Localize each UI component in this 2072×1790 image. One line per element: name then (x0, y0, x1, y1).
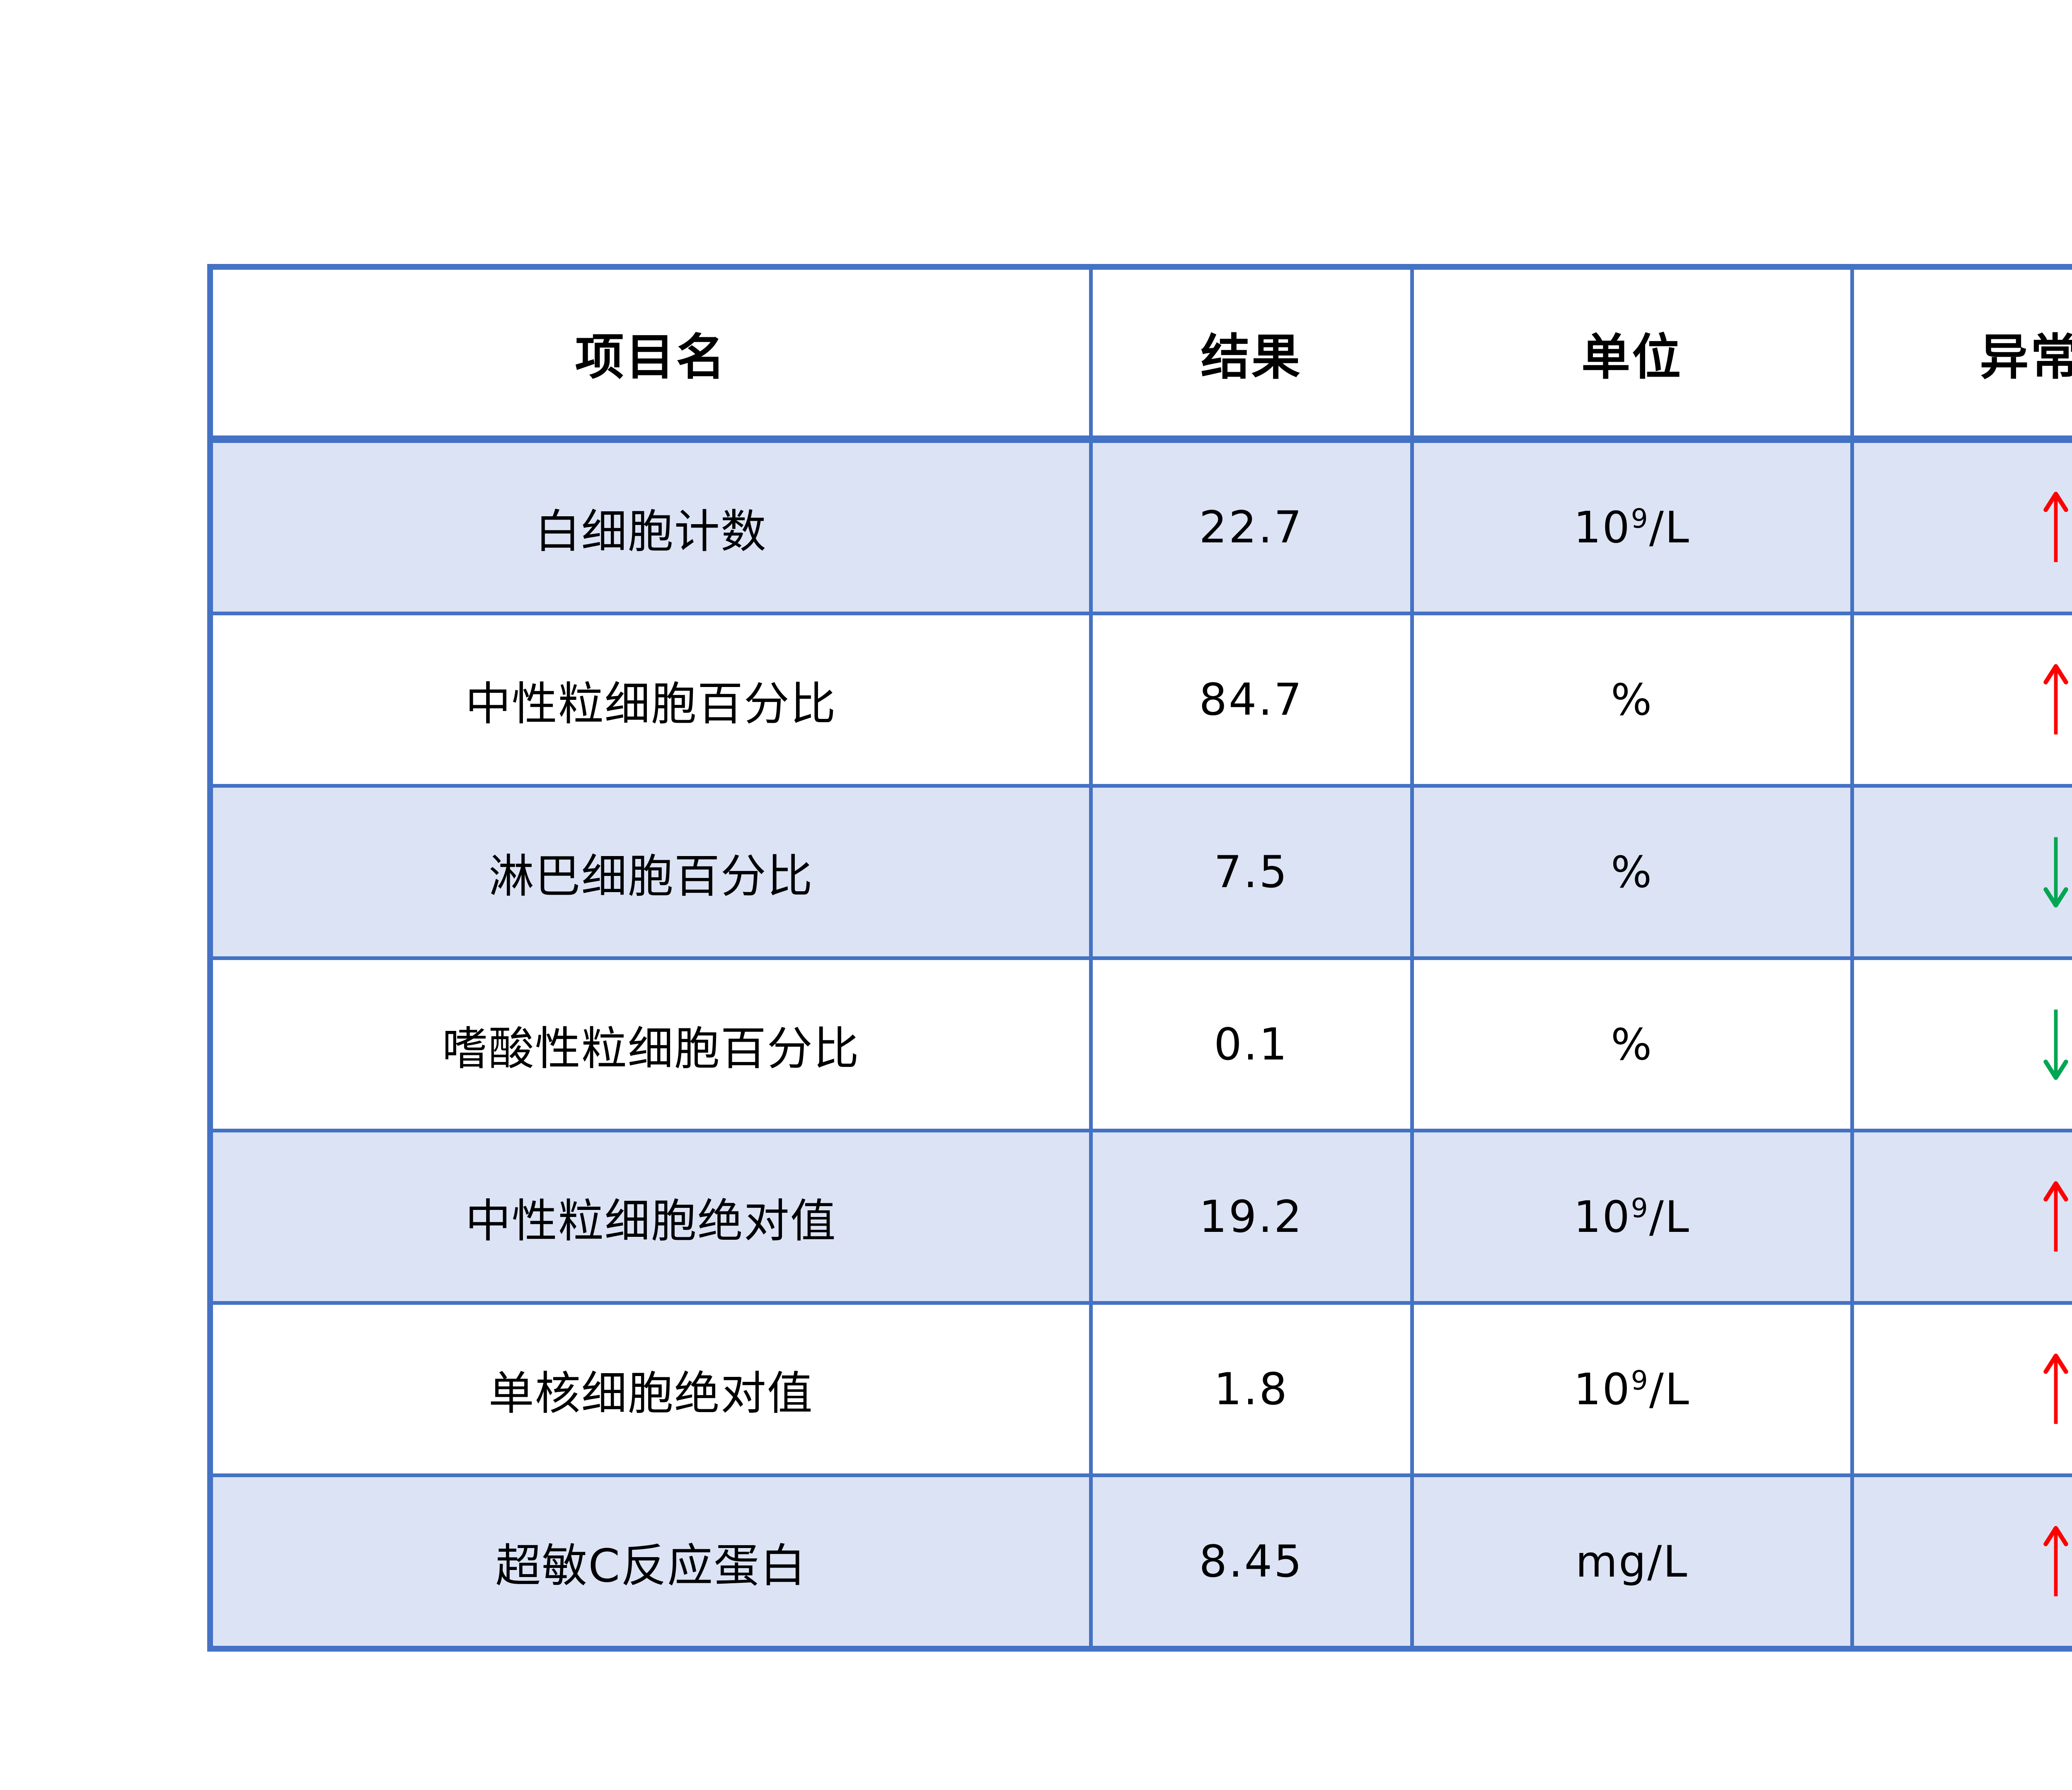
flag-wrapper (1854, 1525, 2072, 1598)
cell-abnormal-flag (1850, 1475, 2072, 1652)
cell-item-name: 淋巴细胞百分比 (207, 786, 1093, 960)
header-row: 项目名 结果 单位 异常值 参考范围 (207, 264, 2072, 443)
cell-unit: mg/L (1410, 1475, 1854, 1652)
cell-unit: % (1410, 958, 1854, 1132)
cell-result-value: 0.1 (1089, 958, 1414, 1132)
arrow-up-icon (2043, 1181, 2068, 1252)
flag-wrapper (1854, 1353, 2072, 1425)
lab-results-table: 项目名 结果 单位 异常值 参考范围 白细胞计数22.7109/L3.5-9.5… (207, 264, 2072, 1652)
column-header-result: 结果 (1089, 264, 1414, 443)
cell-item-name: 白细胞计数 (207, 439, 1093, 615)
flag-wrapper (1854, 1008, 2072, 1081)
cell-abnormal-flag (1850, 1130, 2072, 1305)
table-body: 白细胞计数22.7109/L3.5-9.5中性粒细胞百分比84.7%40.0-7… (207, 439, 2072, 1652)
cell-unit: 109/L (1410, 439, 1854, 615)
cell-unit: % (1410, 613, 1854, 788)
cell-unit: 109/L (1410, 1303, 1854, 1477)
cell-result-value: 7.5 (1089, 786, 1414, 960)
unit-exponent: 9 (1631, 503, 1649, 534)
flag-wrapper (1854, 663, 2072, 736)
cell-abnormal-flag (1850, 439, 2072, 615)
flag-wrapper (1854, 491, 2072, 564)
table-header: 项目名 结果 单位 异常值 参考范围 (207, 264, 2072, 443)
cell-result-value: 8.45 (1089, 1475, 1414, 1652)
cell-result-value: 84.7 (1089, 613, 1414, 788)
cell-unit: % (1410, 786, 1854, 960)
cell-abnormal-flag (1850, 1303, 2072, 1477)
cell-result-value: 1.8 (1089, 1303, 1414, 1477)
cell-item-name: 超敏C反应蛋白 (207, 1475, 1093, 1652)
unit-exponent: 9 (1631, 1192, 1649, 1224)
unit-exponent: 9 (1631, 1364, 1649, 1396)
flag-wrapper (1854, 836, 2072, 908)
column-header-item: 项目名 (207, 264, 1093, 443)
cell-item-name: 中性粒细胞百分比 (207, 613, 1093, 788)
cell-result-value: 19.2 (1089, 1130, 1414, 1305)
column-header-flag: 异常值 (1850, 264, 2072, 443)
lab-results-table-container: 项目名 结果 单位 异常值 参考范围 白细胞计数22.7109/L3.5-9.5… (207, 264, 2072, 1652)
cell-unit: 109/L (1410, 1130, 1854, 1305)
cell-item-name: 单核细胞绝对值 (207, 1303, 1093, 1477)
cell-result-value: 22.7 (1089, 439, 1414, 615)
cell-item-name: 嗜酸性粒细胞百分比 (207, 958, 1093, 1132)
arrow-down-icon (2043, 1009, 2068, 1080)
arrow-up-icon (2043, 1353, 2068, 1424)
arrow-up-icon (2043, 1526, 2068, 1596)
arrow-up-icon (2043, 491, 2068, 562)
arrow-up-icon (2043, 664, 2068, 735)
cell-abnormal-flag (1850, 613, 2072, 788)
cell-abnormal-flag (1850, 786, 2072, 960)
cell-item-name: 中性粒细胞绝对值 (207, 1130, 1093, 1305)
arrow-down-icon (2043, 837, 2068, 908)
cell-abnormal-flag (1850, 958, 2072, 1132)
column-header-unit: 单位 (1410, 264, 1854, 443)
flag-wrapper (1854, 1180, 2072, 1253)
